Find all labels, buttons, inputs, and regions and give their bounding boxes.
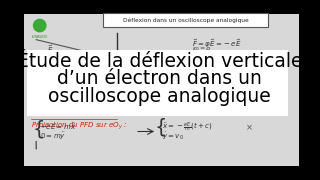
FancyBboxPatch shape bbox=[27, 50, 288, 116]
Circle shape bbox=[34, 19, 46, 32]
Text: d’un électron dans un: d’un électron dans un bbox=[57, 69, 262, 88]
Text: oscilloscope analogique: oscilloscope analogique bbox=[48, 87, 271, 106]
Text: $0 = m\ddot{y}$: $0 = m\ddot{y}$ bbox=[40, 130, 66, 142]
Text: {: { bbox=[33, 119, 45, 138]
Text: $\vec{E}$: $\vec{E}$ bbox=[47, 43, 53, 55]
Text: $\varepsilon_0 = \rho$: $\varepsilon_0 = \rho$ bbox=[192, 45, 212, 53]
Text: $\dot{y} = v_0$: $\dot{y} = v_0$ bbox=[162, 130, 183, 142]
Text: FUTAKLISTE: FUTAKLISTE bbox=[32, 35, 48, 39]
Text: $-eE = m\ddot{x}$: $-eE = m\ddot{x}$ bbox=[40, 122, 76, 132]
FancyBboxPatch shape bbox=[24, 14, 299, 166]
Text: Projection du PFD sur $eO_y$ :: Projection du PFD sur $eO_y$ : bbox=[31, 119, 127, 132]
Text: Étude de la déflexion verticale: Étude de la déflexion verticale bbox=[17, 52, 302, 71]
Text: Déflexion dans un oscilloscope analogique: Déflexion dans un oscilloscope analogiqu… bbox=[123, 18, 248, 23]
FancyBboxPatch shape bbox=[103, 13, 268, 27]
Text: $\ddot{x} = -\frac{eE}{m}(t + c)$: $\ddot{x} = -\frac{eE}{m}(t + c)$ bbox=[162, 121, 212, 134]
Text: $\times$: $\times$ bbox=[245, 122, 253, 132]
Text: $\vec{F} = \varphi\vec{E} = -e\vec{E}$: $\vec{F} = \varphi\vec{E} = -e\vec{E}$ bbox=[192, 37, 242, 50]
Text: {: { bbox=[155, 118, 167, 137]
